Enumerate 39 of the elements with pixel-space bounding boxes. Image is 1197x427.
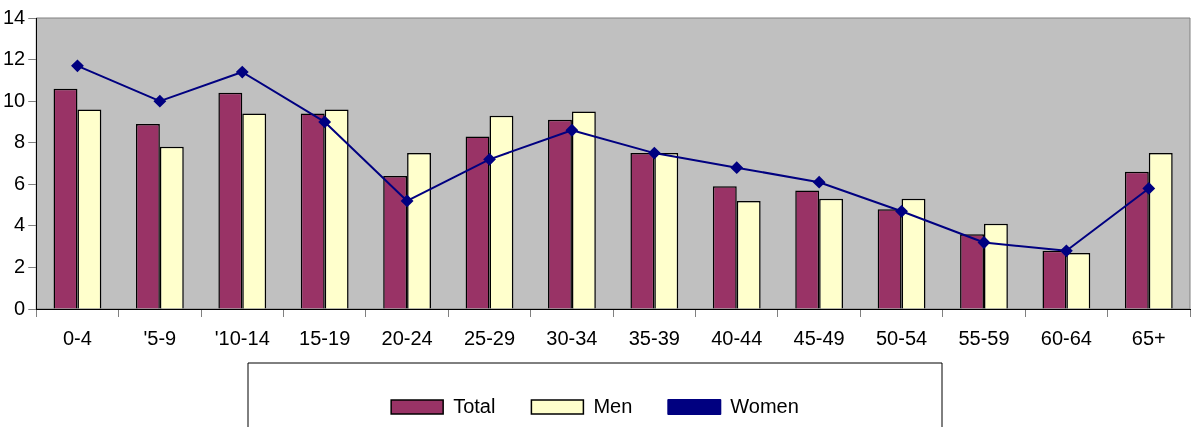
point: [730, 161, 743, 174]
point: [1142, 182, 1155, 195]
x-tick-label: 15-19: [299, 326, 351, 349]
y-tick-label: 14: [3, 5, 26, 28]
point: [977, 236, 990, 249]
y-tick-label: 4: [14, 213, 26, 236]
y-tick-label: 6: [14, 171, 26, 194]
x-tick-label: 0-4: [63, 326, 92, 349]
x-tick-label: '10-14: [214, 326, 270, 349]
legend-label: Total: [453, 394, 496, 417]
y-tick-label: 10: [3, 88, 26, 111]
point: [153, 95, 166, 108]
x-tick-label: 65+: [1131, 326, 1166, 349]
y-tick-label: 0: [14, 296, 26, 319]
point: [895, 205, 908, 218]
point: [401, 194, 414, 207]
x-tick-label: 20-24: [381, 326, 433, 349]
point: [71, 59, 84, 72]
point: [318, 115, 331, 128]
x-tick-label: 40-44: [711, 326, 763, 349]
point: [1060, 244, 1073, 257]
point: [648, 147, 661, 160]
x-tick-label: 30-34: [546, 326, 598, 349]
point: [236, 66, 249, 79]
y-tick-label: 8: [14, 130, 26, 153]
y-tick-label: 2: [14, 254, 26, 277]
x-tick-label: 50-54: [875, 326, 928, 349]
x-tick-label: 60-64: [1040, 326, 1092, 349]
point: [565, 124, 578, 137]
legend-label: Women: [730, 394, 799, 417]
x-tick-label: 35-39: [628, 326, 680, 349]
x-tick-label: 55-59: [958, 326, 1010, 349]
y-tick-label: 12: [3, 47, 26, 70]
point: [813, 176, 826, 189]
x-tick-label: 45-49: [793, 326, 845, 349]
x-tick-label: 25-29: [463, 326, 516, 349]
legend-label: Men: [593, 394, 633, 417]
x-tick-label: '5-9: [143, 326, 177, 349]
point: [483, 153, 496, 166]
